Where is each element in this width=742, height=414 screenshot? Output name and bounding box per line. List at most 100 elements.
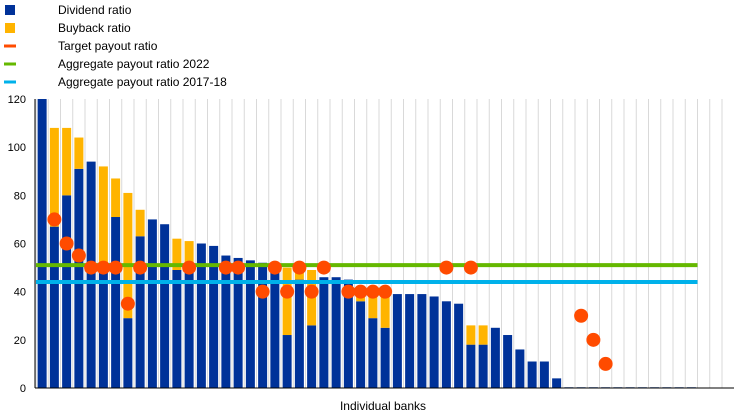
dividend-bar: [74, 168, 84, 388]
dividend-bar: [209, 245, 219, 388]
buyback-bar: [98, 166, 108, 268]
target-marker: [218, 260, 233, 275]
y-tick-label: 80: [14, 190, 26, 202]
axes: 0 20 40 60 80 100 120: [8, 94, 734, 395]
y-tick-label: 20: [14, 335, 26, 347]
buyback-bar: [478, 325, 488, 345]
dividend-bar: [356, 301, 366, 388]
dividend-bar: [245, 260, 255, 388]
x-axis-label: Individual banks: [340, 399, 426, 413]
dividend-bar: [343, 279, 353, 388]
dividend-bar: [172, 269, 182, 388]
dividend-bar: [405, 294, 415, 388]
legend-line-2: [4, 44, 16, 48]
buyback-bar: [111, 178, 121, 218]
dividend-bar: [62, 195, 72, 388]
target-marker: [84, 260, 99, 275]
buyback-bar: [135, 209, 145, 237]
bars: [37, 99, 696, 388]
target-marker: [304, 284, 319, 299]
dividend-bar: [135, 236, 145, 388]
target-marker: [182, 260, 197, 275]
dividend-bar: [527, 361, 537, 388]
target-marker: [292, 260, 307, 275]
target-marker: [280, 284, 295, 299]
target-marker: [120, 296, 135, 311]
target-marker: [133, 260, 148, 275]
dividend-bar: [282, 335, 292, 388]
target-marker: [59, 236, 74, 251]
y-tick-label: 40: [14, 287, 26, 299]
legend-swatch-1: [5, 23, 15, 33]
dividend-bar: [37, 99, 47, 388]
dividend-bar: [294, 279, 304, 388]
buyback-bar: [368, 294, 378, 319]
dividend-bar: [221, 255, 231, 388]
buyback-bar: [282, 267, 292, 336]
dividend-bar: [307, 325, 317, 388]
target-marker: [574, 308, 589, 323]
dividend-bar: [233, 257, 243, 388]
dividend-bar: [552, 378, 562, 388]
y-tick-label: 0: [20, 383, 26, 395]
dividend-bar: [429, 296, 439, 388]
dividend-bar: [331, 277, 341, 388]
buyback-bar: [74, 137, 84, 169]
target-marker: [598, 356, 613, 371]
legend-label-2: Target payout ratio: [58, 39, 158, 53]
target-marker: [96, 260, 111, 275]
buyback-bar: [466, 325, 476, 345]
dividend-bar: [466, 344, 476, 388]
target-marker: [378, 284, 393, 299]
y-tick-label: 120: [8, 94, 26, 106]
target-marker: [231, 260, 246, 275]
legend-line-4: [4, 80, 16, 84]
dividend-bar: [503, 335, 513, 388]
y-tick-label: 60: [14, 239, 26, 251]
buyback-bar: [62, 127, 72, 196]
dividend-bar: [441, 301, 451, 388]
dividend-bar: [49, 226, 59, 388]
legend-label-1: Buyback ratio: [58, 21, 131, 35]
dividend-bar: [490, 327, 500, 388]
dividend-bar: [98, 267, 108, 388]
target-marker: [341, 284, 356, 299]
dividend-bar: [478, 344, 488, 388]
target-marker: [439, 260, 454, 275]
target-marker: [267, 260, 282, 275]
dividend-bar: [368, 318, 378, 388]
dividend-bar: [319, 277, 329, 388]
target-marker: [463, 260, 478, 275]
dividend-bar: [123, 318, 133, 388]
dividend-bar: [258, 262, 268, 388]
dividend-bar: [392, 294, 402, 388]
dividend-bar: [454, 303, 464, 388]
buyback-bar: [380, 291, 390, 328]
target-marker: [108, 260, 123, 275]
dividend-bar: [515, 349, 525, 388]
target-marker: [353, 284, 368, 299]
dividend-bar: [380, 327, 390, 388]
target-marker: [255, 284, 270, 299]
target-marker: [47, 212, 62, 227]
target-marker: [71, 248, 86, 263]
legend-label-3: Aggregate payout ratio 2022: [58, 57, 210, 71]
target-markers: [47, 212, 613, 371]
dividend-bar: [417, 294, 427, 388]
dividend-bar: [86, 161, 96, 388]
target-marker: [316, 260, 331, 275]
target-marker: [365, 284, 380, 299]
target-marker: [586, 332, 601, 347]
dividend-bar: [539, 361, 549, 388]
buyback-bar: [49, 127, 59, 227]
buyback-bar: [172, 238, 182, 270]
legend: Dividend ratio Buyback ratio Target payout…: [4, 3, 227, 89]
dividend-bar: [147, 219, 157, 388]
legend-label-0: Dividend ratio: [58, 3, 132, 17]
dividend-bar: [160, 224, 170, 388]
dividend-bar: [184, 267, 194, 388]
dividend-bar: [270, 265, 280, 388]
dividend-bar: [196, 243, 206, 388]
y-tick-label: 100: [8, 142, 26, 154]
